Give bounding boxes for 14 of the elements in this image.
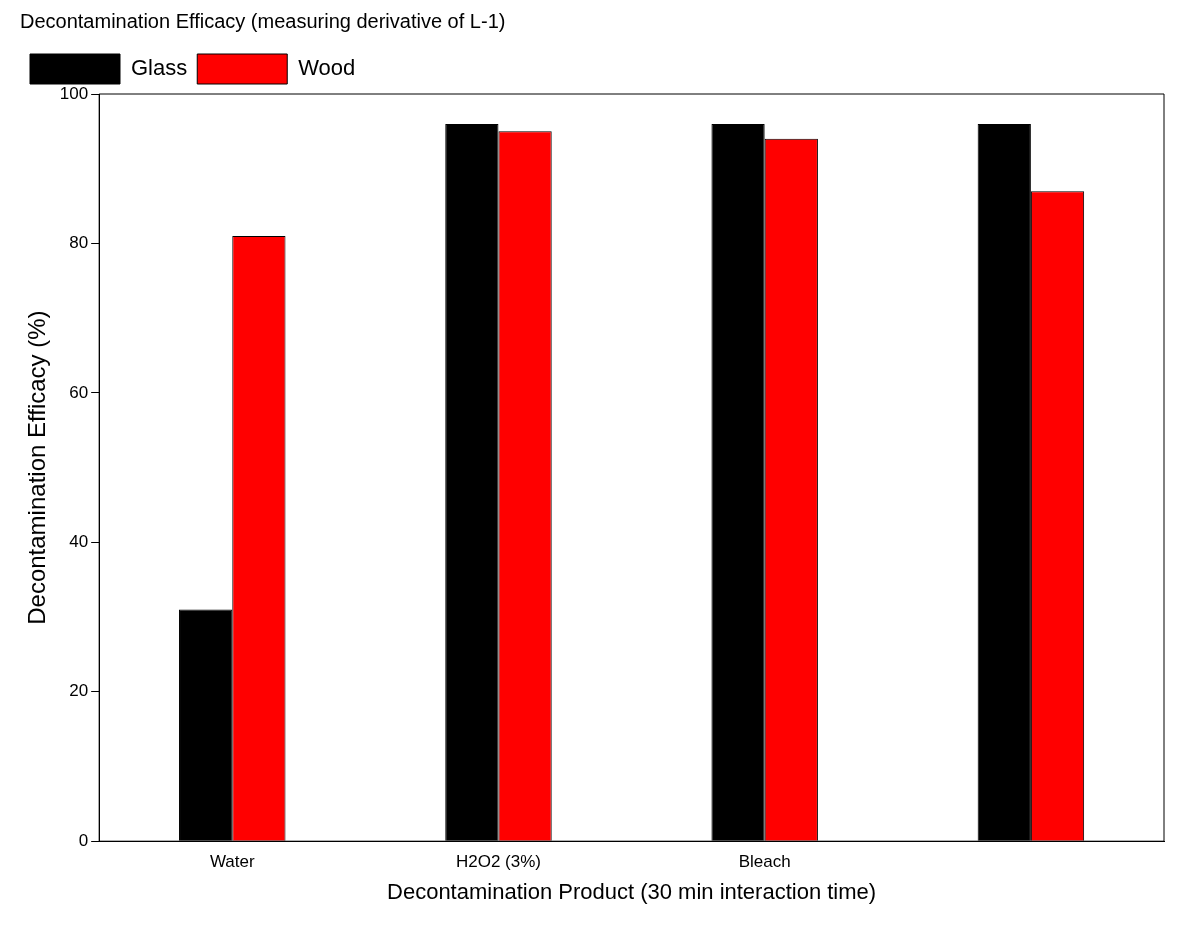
y-tick-label: 0 [78,830,89,850]
chart-title: Decontamination Efficacy (measuring derivative of L-1) [20,9,506,32]
x-tick-label: Water [209,852,255,872]
legend-label: Glass [131,55,188,81]
y-tick-label: 80 [69,233,89,253]
y-tick-label: 100 [59,83,89,103]
y-tick-label: 40 [69,532,89,552]
y-tick-label: 20 [69,681,89,701]
y-axis-title: Decontamination Efficacy (%) [23,310,51,625]
y-tick-label: 60 [69,382,89,402]
legend-label: Wood [298,55,356,81]
x-tick-label: Bleach [738,852,791,872]
x-tick-label: H2O2 (3%) [455,852,541,872]
x-axis-title: Decontamination Product (30 min interaction time) [387,878,877,904]
